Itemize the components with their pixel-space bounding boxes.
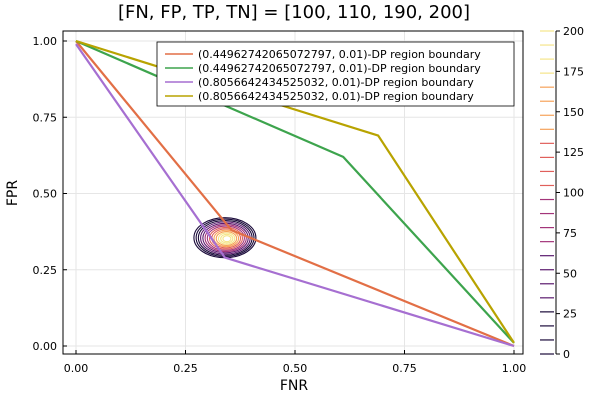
series-line-1 [75,40,515,348]
colorbar-tick-label: 200 [563,25,584,38]
contour-level [220,233,234,244]
y-tick-label: 0.50 [33,188,58,201]
x-tick-label: 0.75 [392,362,417,375]
colorbar: 0 25 50 75 100 125 150 175 200 [540,25,584,361]
legend-box [156,41,515,107]
contour-level [215,231,238,246]
contour-level [222,235,232,243]
series-line-3 [75,43,515,348]
density-contour [193,217,257,259]
contour-level [206,225,245,251]
legend-label: (0.8056642434525032, 0.01)-DP region bou… [198,90,474,103]
colorbar-tick-label: 100 [563,187,584,200]
x-tick-label: 1.00 [502,362,527,375]
x-tick-label: 0.50 [283,362,308,375]
chart-title: [FN, FP, TP, TN] = [100, 110, 190, 200] [118,2,470,23]
colorbar-tick-label: 175 [563,65,584,78]
x-tick-label: 0.25 [173,362,198,375]
x-axis-label: FNR [280,378,309,394]
legend-label: (0.44962742065072797, 0.01)-DP region bo… [198,62,481,75]
contour-level [208,226,244,250]
legend-label: (0.44962742065072797, 0.01)-DP region bo… [198,48,481,61]
y-tick-label: 0.75 [33,111,58,124]
colorbar-tick-label: 75 [563,227,577,240]
contour-level [213,229,240,248]
plot-frame [62,30,524,355]
y-tick-label: 1.00 [33,35,58,48]
y-axis-ticks: 0.00 0.25 0.50 0.75 1.00 [33,35,67,353]
y-tick-label: 0.00 [33,340,58,353]
legend-label: (0.8056642434525032, 0.01)-DP region bou… [198,76,474,89]
colorbar-tick-label: 50 [563,267,577,280]
colorbar-tick-label: 125 [563,146,584,159]
legend: (0.44962742065072797, 0.01)-DP region bo… [156,41,515,107]
y-axis-label: FPR [5,180,21,206]
x-tick-label: 0.00 [64,362,89,375]
colorbar-tick-label: 25 [563,308,577,321]
contour-level [217,232,236,245]
x-axis-ticks: 0.00 0.25 0.50 0.75 1.00 [64,350,527,375]
y-tick-label: 0.25 [33,264,58,277]
colorbar-tick-label: 150 [563,106,584,119]
colorbar-tick-label: 0 [563,348,570,361]
